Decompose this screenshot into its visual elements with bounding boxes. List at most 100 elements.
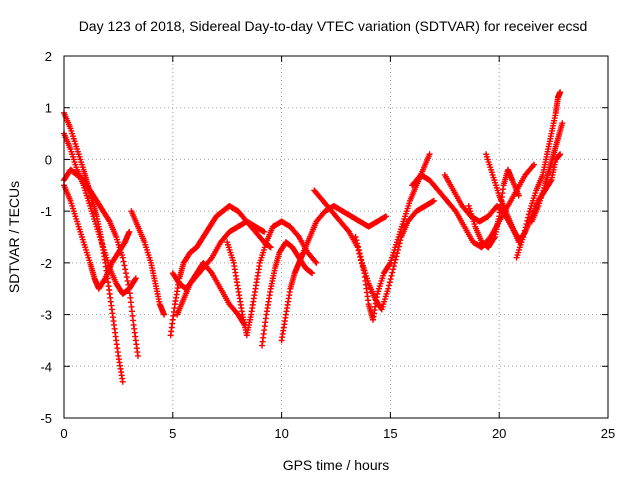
data-point-marker — [309, 270, 316, 277]
data-point-marker-fill — [355, 243, 362, 250]
data-point-marker — [385, 285, 392, 292]
series-track-5 — [128, 208, 168, 318]
series-track-16 — [465, 166, 522, 251]
data-point-marker — [430, 197, 437, 204]
series-track-19 — [528, 120, 566, 225]
data-point-marker-fill — [521, 227, 528, 234]
data-point-marker — [559, 120, 566, 127]
grid-lines — [64, 56, 608, 418]
y-tick-label: -3 — [40, 308, 52, 323]
data-point-marker-fill — [357, 253, 364, 260]
data-point-marker — [391, 259, 398, 266]
x-tick-label: 25 — [601, 426, 615, 441]
data-point-marker-fill — [386, 261, 393, 268]
plot-frame — [63, 55, 609, 419]
y-tick-label: 2 — [45, 49, 52, 64]
data-point-marker-fill — [358, 256, 365, 263]
data-point-marker-fill — [123, 274, 130, 281]
data-point-marker — [313, 259, 320, 266]
data-point-marker-fill — [122, 266, 129, 273]
data-point-marker-fill — [393, 253, 400, 260]
data-point-marker — [119, 378, 126, 385]
data-point-marker-fill — [120, 258, 127, 265]
data-point-marker-fill — [354, 240, 361, 247]
data-point-marker — [557, 151, 564, 158]
data-point-marker — [132, 275, 139, 282]
data-point-marker-fill — [390, 266, 397, 273]
data-point-marker-fill — [525, 214, 532, 221]
data-point-marker-fill — [386, 279, 393, 286]
y-tick-label: -4 — [40, 359, 52, 374]
x-tick-label: 10 — [274, 426, 288, 441]
data-point-marker — [520, 234, 527, 240]
data-point-marker-fill — [525, 211, 532, 218]
series-track-3 — [61, 182, 133, 292]
data-point-marker — [426, 151, 433, 158]
data-point-marker-fill — [520, 230, 527, 237]
x-tick-label: 20 — [492, 426, 506, 441]
data-point-marker-fill — [124, 277, 131, 284]
data-point-marker-fill — [105, 217, 112, 224]
data-point-marker — [531, 161, 538, 168]
y-axis-label: SDTVAR / TECUs — [6, 181, 22, 293]
series-track-9 — [224, 218, 320, 339]
data-point-marker — [161, 311, 168, 318]
x-tick-label: 15 — [383, 426, 397, 441]
data-point-marker-fill — [101, 276, 108, 283]
y-tick-label: -2 — [40, 256, 52, 271]
data-point-marker-fill — [529, 162, 536, 169]
x-tick-label: 5 — [169, 426, 176, 441]
data-point-marker-fill — [123, 270, 130, 277]
data-point-marker-fill — [125, 281, 132, 288]
series-track-4 — [61, 166, 141, 359]
data-point-marker-fill — [344, 227, 351, 234]
y-tick-label: -1 — [40, 204, 52, 219]
data-series-layer — [61, 89, 566, 385]
data-point-marker-fill — [392, 256, 399, 263]
series-track-18 — [513, 89, 564, 261]
data-point-marker-fill — [395, 243, 402, 250]
data-point-marker-fill — [387, 276, 394, 283]
data-point-marker-fill — [121, 262, 128, 269]
data-point-marker-fill — [131, 276, 138, 283]
data-point-marker-fill — [451, 206, 458, 213]
data-point-marker-fill — [522, 224, 529, 231]
data-point-marker-fill — [395, 246, 402, 253]
series-track-12 — [311, 151, 433, 323]
data-point-marker — [383, 213, 390, 220]
y-tick-label: 1 — [45, 101, 52, 116]
axis-ticks: 0 5 10 15 20 25 -5 -4 -3 -2 -1 0 1 2 — [40, 49, 615, 441]
data-point-marker-fill — [523, 221, 530, 228]
data-point-marker-fill — [353, 237, 360, 244]
data-point-marker-fill — [356, 250, 363, 257]
data-point-marker — [126, 228, 133, 235]
data-point-marker-fill — [394, 250, 401, 257]
x-tick-label: 0 — [60, 426, 67, 441]
data-point-marker-fill — [389, 269, 396, 276]
data-point-marker — [557, 89, 564, 96]
data-point-marker-fill — [491, 235, 498, 242]
data-point-marker-fill — [386, 282, 393, 289]
y-tick-label: -5 — [40, 411, 52, 426]
data-point-marker-fill — [207, 255, 214, 262]
data-point-marker — [261, 228, 268, 235]
data-point-marker-fill — [207, 268, 214, 275]
data-point-marker — [352, 234, 359, 240]
chart-title: Day 123 of 2018, Sidereal Day-to-day VTE… — [79, 18, 588, 34]
data-point-marker-fill — [388, 272, 395, 279]
data-point-marker-fill — [312, 258, 319, 265]
data-point-marker — [267, 244, 274, 251]
data-point-marker — [515, 192, 522, 199]
x-axis-label: GPS time / hours — [283, 457, 390, 473]
data-point-marker-fill — [355, 246, 362, 253]
data-point-marker-fill — [390, 263, 397, 270]
series-track-13 — [352, 197, 437, 313]
data-point-marker-fill — [396, 240, 403, 247]
data-point-marker — [134, 352, 141, 359]
data-point-marker-fill — [294, 232, 301, 239]
y-tick-label: 0 — [45, 152, 52, 167]
series-track-11 — [278, 202, 390, 344]
data-point-marker — [119, 254, 126, 261]
